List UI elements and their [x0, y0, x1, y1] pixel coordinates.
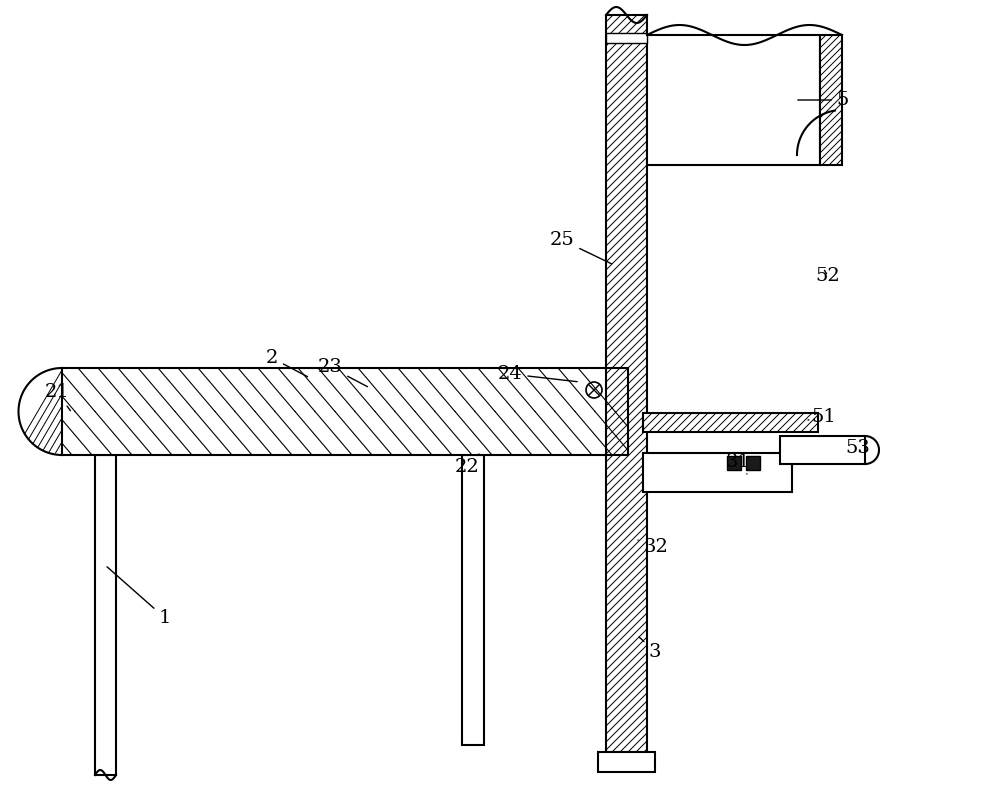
Text: 25: 25 — [550, 231, 611, 264]
Text: 24: 24 — [498, 365, 577, 383]
Bar — [727, 456, 741, 470]
Text: 1: 1 — [107, 567, 171, 627]
Text: 21: 21 — [45, 383, 70, 411]
Text: 23: 23 — [318, 358, 368, 386]
Text: 52: 52 — [816, 267, 840, 285]
Bar — [746, 456, 760, 470]
Text: 22: 22 — [455, 454, 479, 476]
Bar — [462, 455, 484, 745]
Bar — [647, 35, 820, 165]
Polygon shape — [643, 413, 818, 432]
Bar — [643, 453, 792, 492]
Bar — [598, 752, 655, 772]
Text: 31: 31 — [726, 453, 750, 474]
Bar — [606, 33, 647, 43]
Text: 5: 5 — [798, 91, 849, 109]
Bar — [62, 368, 628, 455]
Bar — [95, 455, 116, 775]
Text: 53: 53 — [846, 439, 870, 457]
Text: 51: 51 — [808, 408, 836, 426]
Text: 2: 2 — [266, 349, 308, 377]
Polygon shape — [606, 15, 647, 752]
Text: 3: 3 — [639, 637, 661, 661]
Bar — [780, 436, 865, 464]
Polygon shape — [820, 35, 842, 165]
Text: 32: 32 — [638, 538, 668, 556]
